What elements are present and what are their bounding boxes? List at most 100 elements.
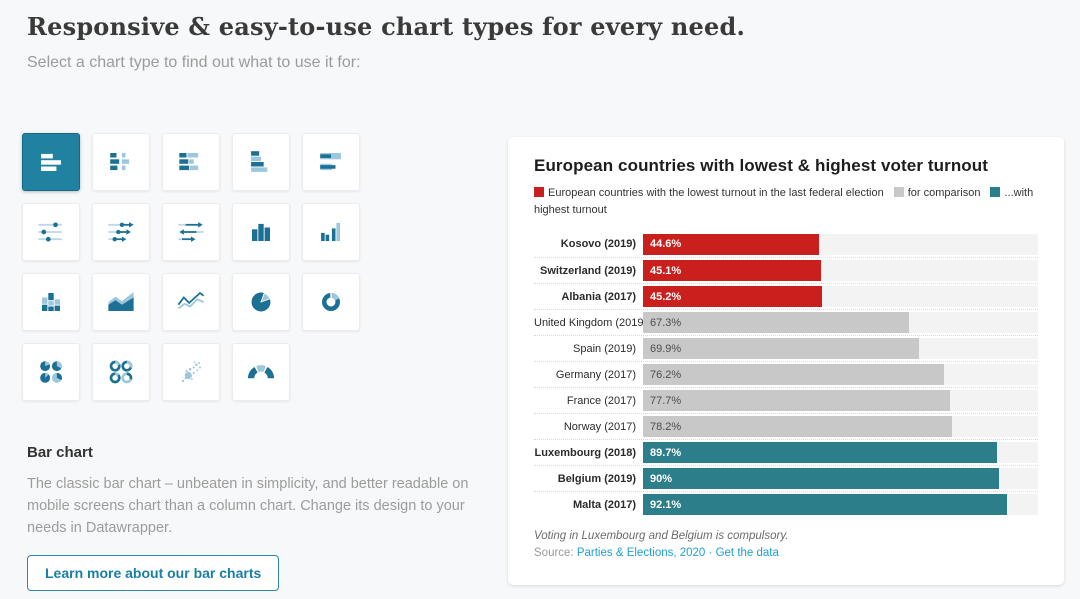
bar-track: 45.1% [643,260,1038,281]
bar: 45.1% [643,260,822,281]
bar: 45.2% [643,286,822,307]
bar-row: Belgium (2019) 90% [534,465,1038,491]
bar-category-label: Switzerland (2019) [540,264,636,277]
chart-type-tile-multiple-pies[interactable] [22,343,80,401]
source-link[interactable]: Parties & Elections, 2020 [576,547,706,559]
bar: 89.7% [643,442,998,463]
page-header: Responsive & easy-to-use chart types for… [27,12,745,72]
chart-type-tile-election-donut[interactable] [232,343,290,401]
legend-swatch [893,187,904,197]
bar-track: 90% [643,468,1038,489]
bar: 69.9% [643,338,920,359]
page-subtitle: Select a chart type to find out what to … [27,54,361,71]
bar-category-label: Belgium (2019) [557,472,636,485]
split-bars-icon [110,153,130,171]
chart-footer: Voting in Luxembourg and Belgium is comp… [534,530,1038,559]
bar-category-label: France (2017) [566,394,636,407]
bar-chart-icon [41,153,61,171]
pie-chart-icon [251,292,271,312]
bar-value-label: 44.6% [650,238,682,250]
bar-category-label: United Kingdom (2019) [534,316,648,329]
chart-type-tile-line-chart[interactable] [162,273,220,331]
bar-value-label: 77.7% [650,394,682,407]
chart-type-tile-pie-chart[interactable] [232,273,290,331]
bar-row: Germany (2017) 76.2% [534,361,1038,387]
bar-row: Malta (2017) 92.1% [534,491,1038,517]
bar-track: 77.7% [643,390,1038,411]
bar-value-label: 78.2% [650,420,682,433]
chart-type-tile-column-chart[interactable] [232,203,290,261]
chart-type-tile-scatter-plot[interactable] [162,343,220,401]
bar-value-label: 45.1% [650,264,682,277]
chart-type-tile-split-bars[interactable] [92,133,150,191]
chart-type-tile-grouped-bars[interactable] [232,133,290,191]
bar-row: Albania (2017) 45.2% [534,283,1038,309]
bar: 90% [643,468,999,489]
bar-row: France (2017) 77.7% [534,387,1038,413]
grouped-bars-icon [251,151,268,172]
detail-heading: Bar chart [27,444,93,461]
stacked-column-chart-icon [42,293,60,311]
chart-legend: European countries with the lowest turno… [534,185,1038,219]
grouped-column-chart-icon [321,223,340,241]
stacked-bars-icon [179,153,199,171]
chart-card: European countries with lowest & highest… [508,137,1064,585]
chart-type-tile-grouped-column-chart[interactable] [302,203,360,261]
chart-type-grid [22,133,360,401]
detail-description: The classic bar chart – unbeaten in simp… [27,476,469,536]
chart-type-tile-donut-chart[interactable] [302,273,360,331]
bar-category-label: Malta (2017) [573,498,636,511]
arrow-plot-icon [108,222,134,242]
bullet-bars-icon [320,153,341,171]
bar-row: United Kingdom (2019) 67.3% [534,309,1038,335]
line-chart-icon [177,291,205,310]
area-chart-icon [108,292,134,311]
bar-value-label: 92.1% [650,498,682,511]
chart-type-tile-dot-plot[interactable] [22,203,80,261]
learn-more-button[interactable]: Learn more about our bar charts [27,555,280,591]
get-the-data-link[interactable]: Get the data [715,547,779,559]
bar-track: 69.9% [643,338,1038,359]
page-title: Responsive & easy-to-use chart types for… [27,12,746,41]
bar: 77.7% [643,390,950,411]
chart-footnote: Voting in Luxembourg and Belgium is comp… [534,530,789,542]
bar-row: Spain (2019) 69.9% [534,335,1038,361]
bar-category-label: Spain (2019) [573,342,636,355]
chart-type-tile-stacked-bars[interactable] [162,133,220,191]
bar-track: 44.6% [643,233,1038,255]
bar: 67.3% [643,312,909,333]
bar-category-label: Luxembourg (2018) [534,446,636,459]
bar-row: Norway (2017) 78.2% [534,413,1038,439]
bar-category-label: Albania (2017) [561,290,636,303]
bar: 44.6% [643,233,820,255]
bar-chart: Kosovo (2019) 44.6% Switzerland (2019) 45.1… [534,231,1038,517]
source-separator: · [708,547,713,559]
chart-type-tile-stacked-column-chart[interactable] [22,273,80,331]
chart-type-tile-bar-chart[interactable] [22,133,80,191]
chart-type-tile-multiple-donuts[interactable] [92,343,150,401]
chart-title: European countries with lowest & highest… [534,156,989,175]
range-plot-icon [178,222,204,242]
bar-track: 92.1% [643,494,1038,515]
dot-plot-icon [38,222,62,242]
bar-value-label: 45.2% [650,290,682,303]
chart-type-tile-bullet-bars[interactable] [302,133,360,191]
chart-type-tile-area-chart[interactable] [92,273,150,331]
chart-type-detail: Bar chart The classic bar chart – unbeat… [27,444,487,591]
bar-value-label: 89.7% [650,446,682,459]
bar-category-label: Germany (2017) [555,368,636,381]
chart-type-tile-arrow-plot[interactable] [92,203,150,261]
bar-track: 78.2% [643,416,1038,437]
bar: 78.2% [643,416,952,437]
bar-value-label: 67.3% [650,316,682,329]
bar-row: Switzerland (2019) 45.1% [534,257,1038,283]
legend-item: for comparison [893,187,980,199]
bar-category-label: Norway (2017) [563,420,636,433]
legend-swatch [534,187,544,197]
chart-type-tile-range-plot[interactable] [162,203,220,261]
donut-chart-icon [322,292,340,311]
bar-value-label: 90% [650,472,673,485]
legend-item: ...with highest turnout [534,187,1033,216]
source-line: Source: Parties & Elections, 2020 · Get … [534,547,1038,559]
legend-item: European countries with the lowest turno… [534,187,884,199]
